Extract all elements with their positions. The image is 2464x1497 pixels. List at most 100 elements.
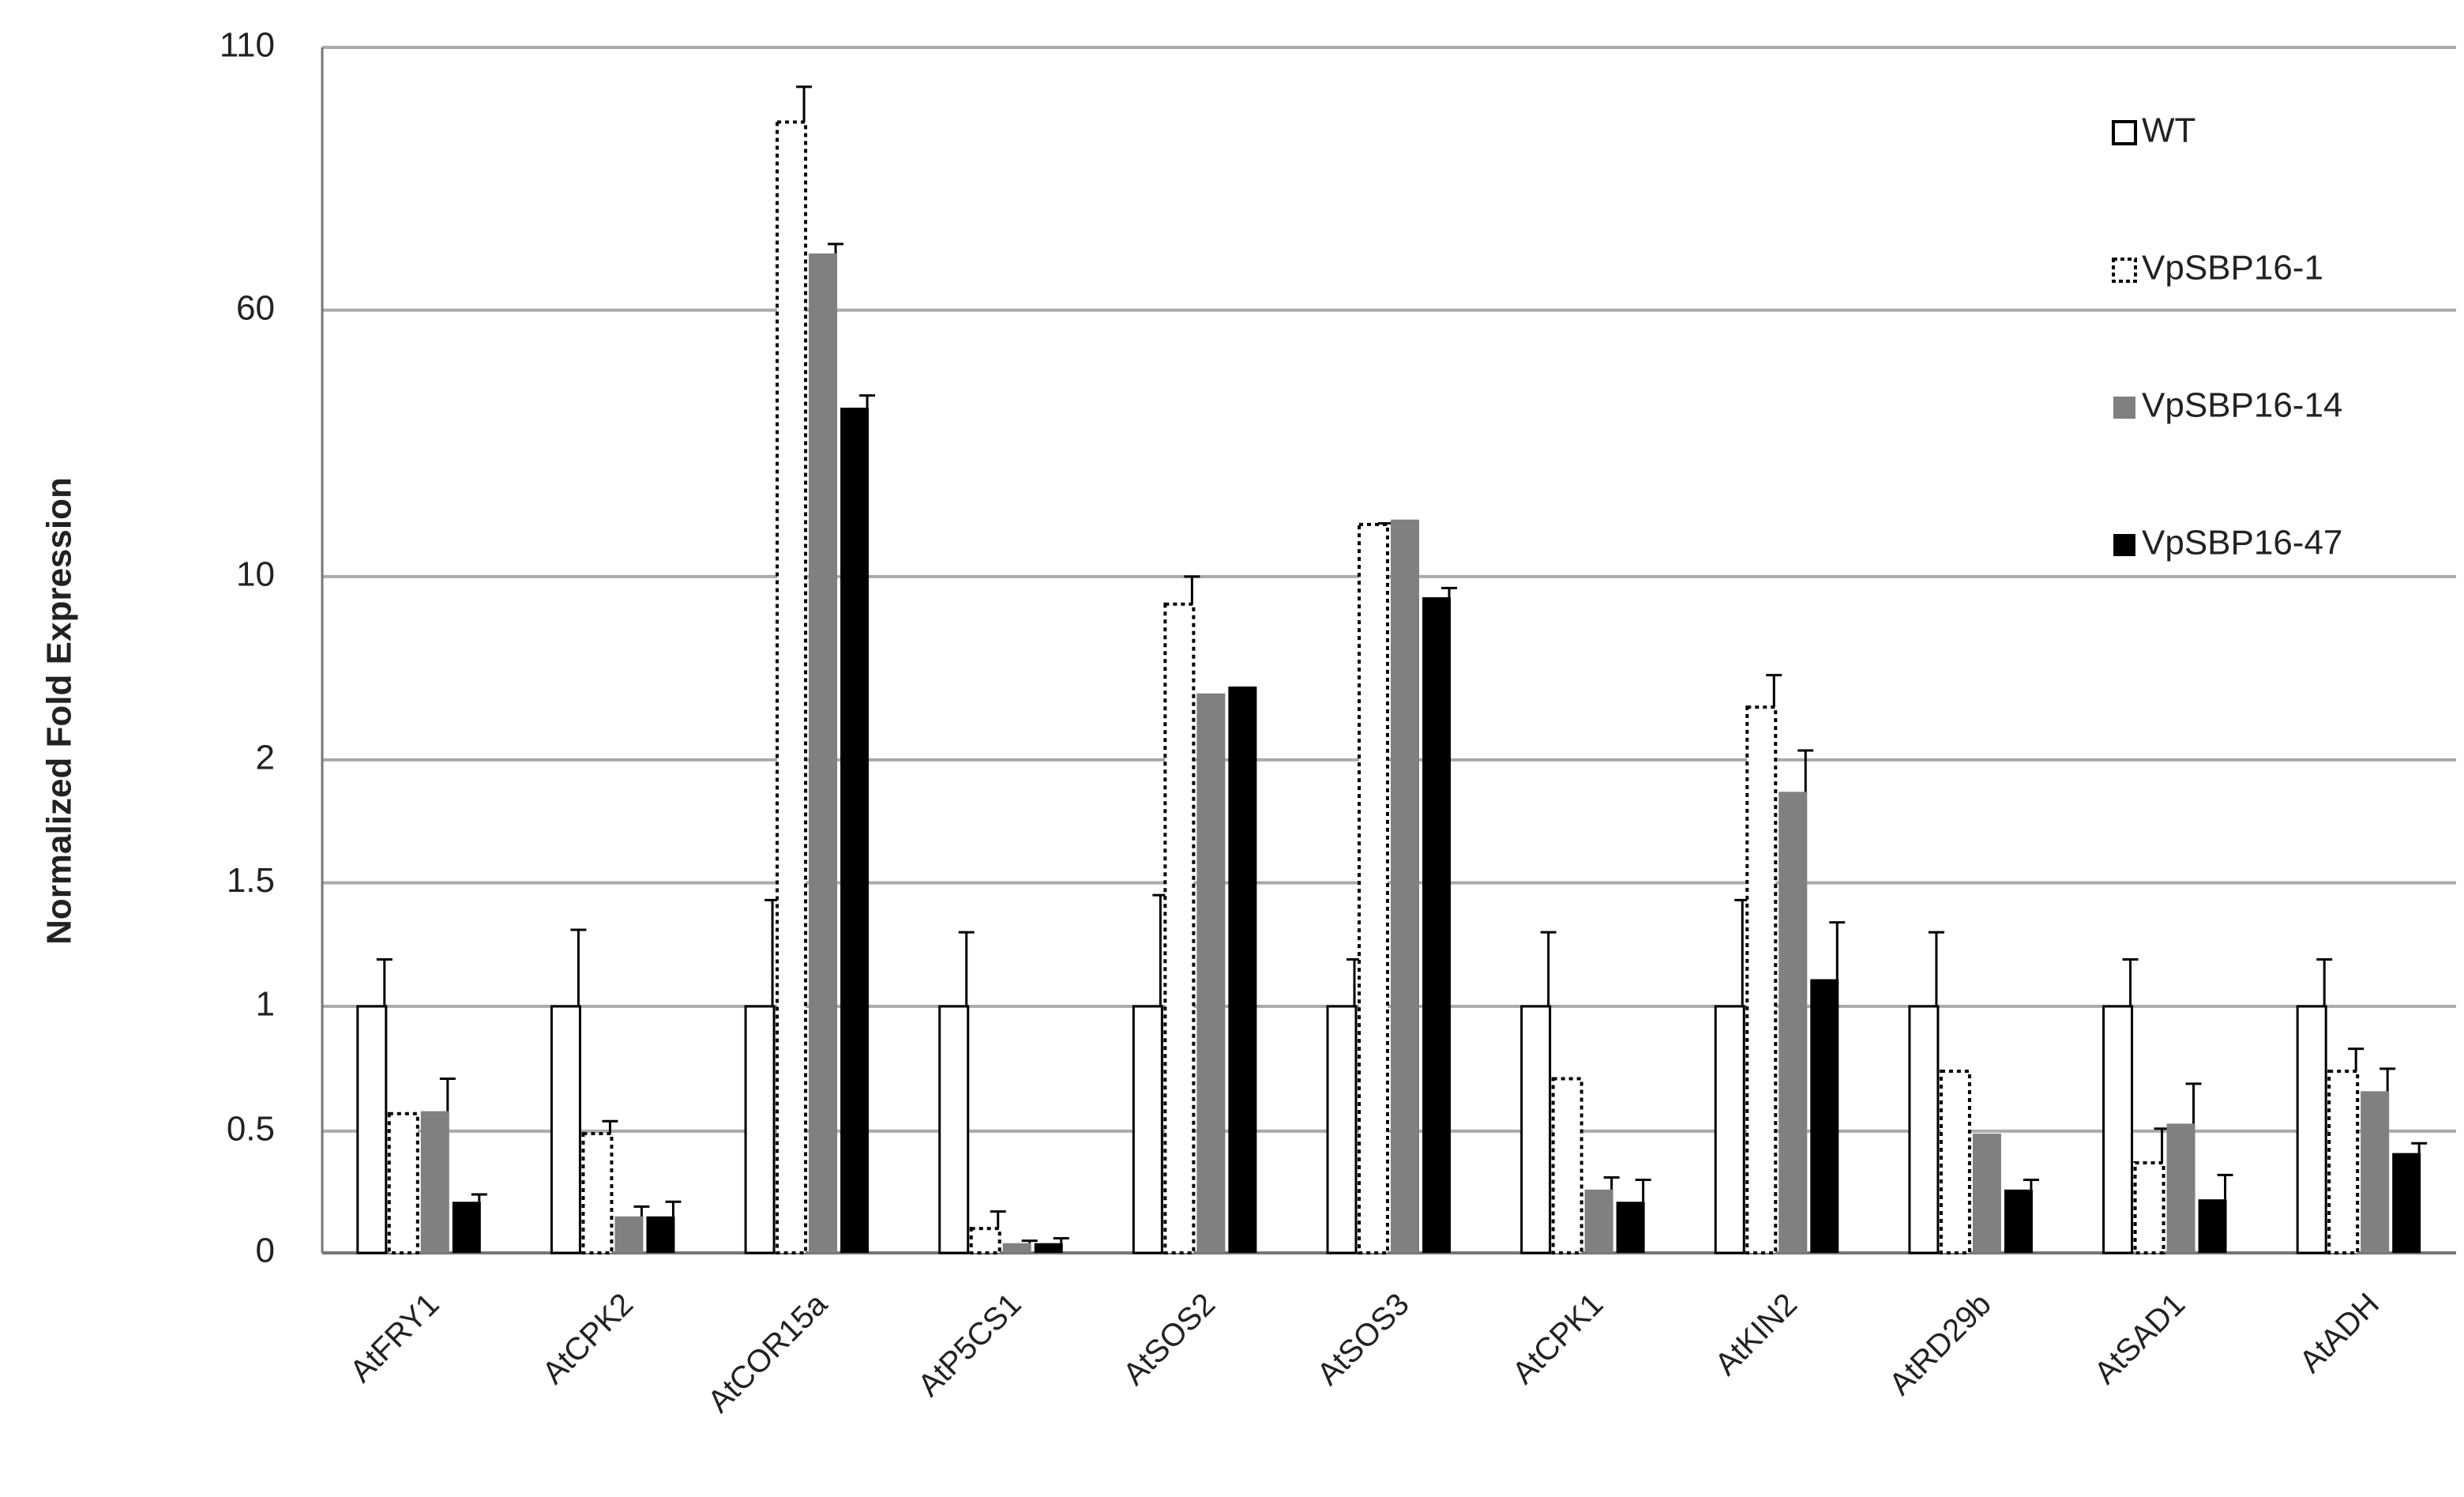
bar xyxy=(387,1111,419,1254)
x-tick-label: AtCPK2 xyxy=(536,1287,640,1391)
bar xyxy=(614,1216,644,1253)
bar xyxy=(744,1005,776,1254)
bar xyxy=(1163,602,1196,1254)
bar xyxy=(356,1005,388,1254)
y-tick-label: 0 xyxy=(256,1232,275,1270)
bar xyxy=(1745,705,1778,1254)
error-bar xyxy=(665,1200,682,1217)
legend-label: WT xyxy=(2142,111,2195,150)
error-bar xyxy=(1797,749,1814,792)
legend-swatch xyxy=(2112,120,2137,145)
error-bar xyxy=(570,928,587,1006)
y-tick-label: 0.5 xyxy=(227,1109,275,1148)
error-bar xyxy=(1540,931,1557,1006)
error-bar xyxy=(1928,931,1944,1006)
error-bar xyxy=(1184,575,1200,604)
bar xyxy=(1422,597,1451,1253)
bar xyxy=(2327,1070,2360,1255)
bar xyxy=(2166,1123,2195,1253)
x-tick-label: AtKIN2 xyxy=(1708,1287,1804,1382)
legend-label: VpSBP16-1 xyxy=(2142,249,2323,288)
bar xyxy=(2198,1199,2227,1253)
bar xyxy=(420,1111,449,1253)
error-bar xyxy=(1603,1175,1620,1190)
bar xyxy=(1326,1005,1358,1254)
error-bar xyxy=(990,1210,1006,1229)
bar xyxy=(2296,1005,2327,1254)
bar xyxy=(1132,1005,1163,1254)
y-tick-label: 1 xyxy=(256,985,275,1024)
x-tick-label: AtSOS3 xyxy=(1311,1287,1416,1392)
error-bar xyxy=(2217,1173,2233,1200)
bar xyxy=(1908,1005,1940,1254)
error-bar xyxy=(2023,1179,2039,1190)
bar xyxy=(1391,519,1419,1253)
x-tick-label: AtCPK1 xyxy=(1506,1287,1610,1391)
bar xyxy=(452,1202,481,1253)
error-bar xyxy=(1053,1237,1069,1243)
y-axis-label: Normalized Fold Expression xyxy=(40,477,79,945)
error-bar xyxy=(958,931,975,1006)
bar xyxy=(1584,1189,1613,1253)
error-bar xyxy=(439,1078,456,1111)
error-bar xyxy=(2348,1048,2364,1072)
bar xyxy=(1810,979,1839,1253)
error-bar xyxy=(2316,958,2333,1006)
x-tick-label: AtRD29b xyxy=(1883,1287,1998,1402)
x-tick-label: AtFRY1 xyxy=(344,1287,446,1390)
bar xyxy=(1714,1005,1745,1254)
error-bar xyxy=(471,1193,487,1202)
error-bar xyxy=(1766,674,1782,708)
error-bar xyxy=(1829,921,1846,980)
error-bar xyxy=(2122,958,2139,1006)
y-tick-label: 1.5 xyxy=(227,861,275,900)
error-bar xyxy=(2411,1142,2428,1153)
error-bar xyxy=(2379,1067,2396,1092)
bar xyxy=(1779,792,1808,1253)
x-tick-label: AtSAD1 xyxy=(2088,1287,2192,1391)
bar xyxy=(2361,1091,2390,1253)
bar xyxy=(1520,1005,1552,1254)
bar xyxy=(840,408,870,1253)
bar xyxy=(1358,522,1389,1254)
bar xyxy=(1002,1243,1031,1253)
error-bar xyxy=(796,85,813,122)
bar xyxy=(2392,1153,2421,1253)
y-tick-label: 2 xyxy=(256,738,275,777)
bar xyxy=(776,120,808,1255)
y-tick-label: 110 xyxy=(220,26,275,65)
x-tick-label: AtP5CS1 xyxy=(911,1287,1027,1403)
error-bar xyxy=(1021,1239,1038,1243)
legend-label: VpSBP16-47 xyxy=(2142,524,2342,562)
bar xyxy=(1196,693,1226,1253)
error-bar xyxy=(376,958,393,1006)
error-bar xyxy=(602,1119,618,1134)
error-bar xyxy=(1635,1179,1651,1202)
y-tick-label: 60 xyxy=(236,288,275,327)
legend-swatch xyxy=(2113,397,2135,419)
bar xyxy=(969,1227,1001,1255)
bar xyxy=(581,1131,614,1255)
bar xyxy=(2004,1189,2033,1253)
legend-swatch xyxy=(2112,258,2137,283)
bar xyxy=(1228,686,1257,1253)
error-bar xyxy=(828,243,844,254)
error-bar xyxy=(633,1205,650,1217)
bar xyxy=(1972,1133,2001,1253)
bar xyxy=(2102,1005,2134,1254)
x-tick-label: AtCOR15a xyxy=(701,1286,834,1419)
legend-swatch xyxy=(2113,534,2135,556)
bar xyxy=(1616,1202,1645,1253)
error-bar xyxy=(859,394,876,408)
error-bar xyxy=(2185,1082,2202,1124)
bar xyxy=(809,253,838,1253)
bar xyxy=(1939,1070,1971,1255)
y-tick-label: 10 xyxy=(236,555,275,594)
bar xyxy=(646,1216,675,1253)
x-tick-label: AtADH xyxy=(2293,1287,2386,1380)
x-tick-label: AtSOS2 xyxy=(1117,1287,1222,1392)
bar xyxy=(2133,1160,2165,1255)
bar xyxy=(938,1005,970,1254)
bar xyxy=(550,1005,581,1254)
